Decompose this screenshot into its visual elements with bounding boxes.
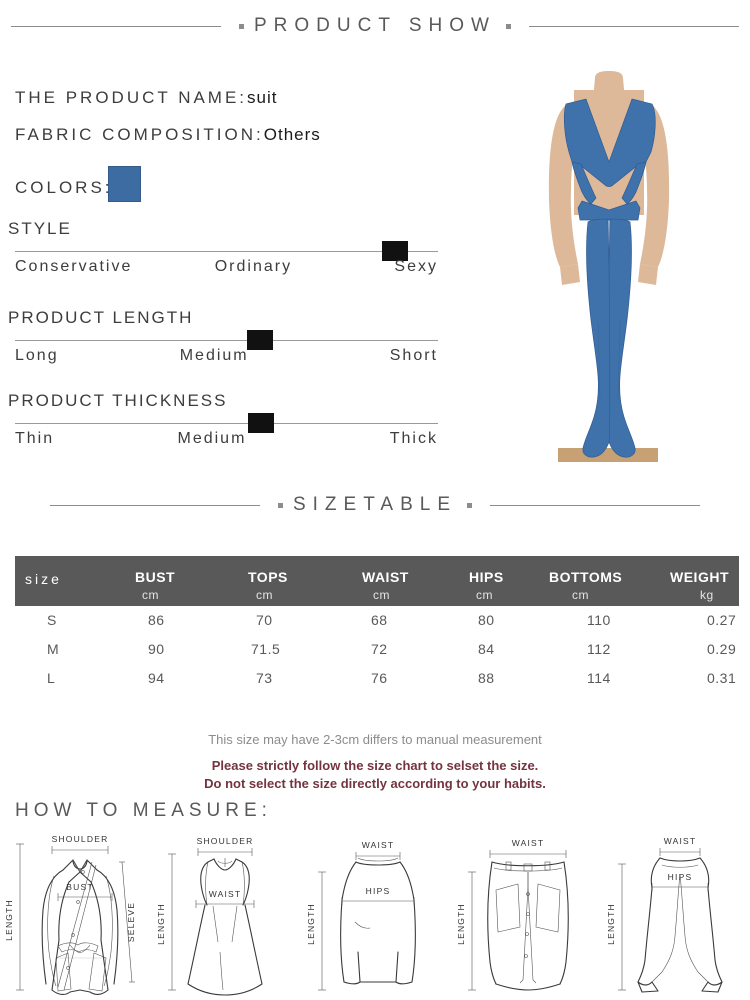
svg-text:LENGTH: LENGTH — [4, 899, 14, 941]
svg-text:HIPS: HIPS — [366, 886, 391, 896]
svg-text:LENGTH: LENGTH — [456, 903, 466, 945]
svg-text:WAIST: WAIST — [664, 836, 697, 846]
svg-text:LENGTH: LENGTH — [306, 903, 316, 945]
svg-text:LENGTH: LENGTH — [156, 903, 166, 945]
svg-text:WAIST: WAIST — [512, 838, 545, 848]
svg-text:SHOULDER: SHOULDER — [52, 834, 109, 844]
svg-text:WAIST: WAIST — [362, 840, 395, 850]
svg-text:WAIST: WAIST — [209, 889, 242, 899]
svg-text:SHOULDER: SHOULDER — [197, 836, 254, 846]
svg-text:LENGTH: LENGTH — [606, 903, 616, 945]
svg-text:SELEVE: SELEVE — [126, 902, 136, 942]
